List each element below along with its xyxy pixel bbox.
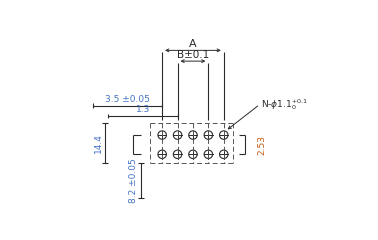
Text: 1.3: 1.3 — [136, 105, 150, 114]
Text: B±0.1: B±0.1 — [177, 50, 209, 60]
Text: 14.4: 14.4 — [94, 133, 103, 153]
Text: 8.2 ±0.05: 8.2 ±0.05 — [129, 158, 138, 203]
Text: 3.5 ±0.05: 3.5 ±0.05 — [105, 95, 150, 104]
Text: A: A — [189, 39, 197, 49]
Text: N-$\phi$1.1$^{+0.1}_{0}$: N-$\phi$1.1$^{+0.1}_{0}$ — [262, 97, 308, 112]
Text: 2.53: 2.53 — [258, 135, 266, 155]
